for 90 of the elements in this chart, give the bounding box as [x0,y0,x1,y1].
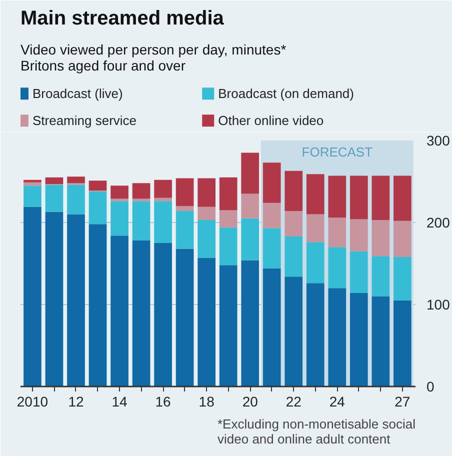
bar [372,220,390,256]
bar [176,211,194,249]
bar [110,201,128,236]
bar [176,248,194,386]
bar [154,180,172,198]
bar [67,214,85,386]
bar [176,178,194,206]
bar [328,288,346,386]
x-tick-label: 27 [394,394,410,410]
bar [154,243,172,386]
bar [328,247,346,288]
y-tick-label: 0 [426,378,434,394]
bar [176,206,194,212]
bar [284,236,303,277]
bar [88,224,107,386]
bar [154,201,172,243]
bar [198,178,216,207]
bar [262,268,281,386]
bar [24,206,42,386]
bar [394,256,412,300]
legend-label: Other online video [218,113,324,128]
bar [394,220,412,257]
bar [262,228,281,268]
bar [328,218,346,248]
bar [306,283,324,386]
x-tick-label: 12 [68,394,84,410]
bar [24,180,42,182]
chart-title: Main streamed media [20,8,225,30]
x-tick-label: 18 [198,394,215,410]
bar [350,251,368,294]
bar [198,206,216,220]
legend-label: Broadcast (live) [32,86,123,102]
bar [372,296,390,386]
bar [219,177,238,210]
bar [132,198,150,202]
bar [132,183,150,199]
bar [328,176,346,218]
bar [262,162,281,203]
band-label: FORECAST [302,144,373,160]
bar [394,176,412,221]
x-tick-label: 14 [112,394,128,410]
y-tick-label: 100 [426,296,450,312]
bar [241,218,260,260]
bar [45,184,64,212]
y-tick-label: 300 [426,132,450,148]
y-tick-label: 200 [426,214,450,230]
bar [110,236,128,386]
bar [372,176,390,220]
legend-label: Broadcast (on demand) [218,86,354,102]
bar [67,176,85,184]
bar [132,201,150,241]
bar [350,176,368,220]
bar [394,300,412,386]
bar [241,194,260,218]
bar [219,210,238,228]
bar [350,219,368,252]
bar [67,184,85,214]
bar [110,198,128,202]
x-tick-label: 16 [155,394,172,410]
x-tick-label: 2010 [16,394,48,410]
x-tick-label: 20 [242,394,258,410]
x-tick-label: 22 [286,394,302,410]
bar [45,212,64,386]
text: *Excluding non-monetisable social video and online adult content [218,416,416,446]
bar [350,293,368,386]
bar [241,260,260,386]
legend-label: Streaming service [32,113,137,128]
bar [284,170,303,212]
bar [284,211,303,236]
bar [154,198,172,202]
bar [198,220,216,258]
bar [306,242,324,284]
bar [306,174,324,214]
bar [284,276,303,386]
bar [24,186,42,207]
bar [45,177,64,184]
bar [219,227,238,266]
bar [219,265,238,386]
x-tick-label: 24 [329,394,346,410]
bar [88,191,107,224]
bar [198,258,216,386]
bar [88,180,107,191]
bar [306,214,324,242]
bar [372,256,390,296]
bar [262,202,281,228]
bar [110,186,128,199]
bar [132,240,150,386]
bar [24,182,42,186]
chart-subtitle: Video viewed per person per day, minutes* Britons aged four and over [20,42,287,74]
bar [241,152,260,194]
